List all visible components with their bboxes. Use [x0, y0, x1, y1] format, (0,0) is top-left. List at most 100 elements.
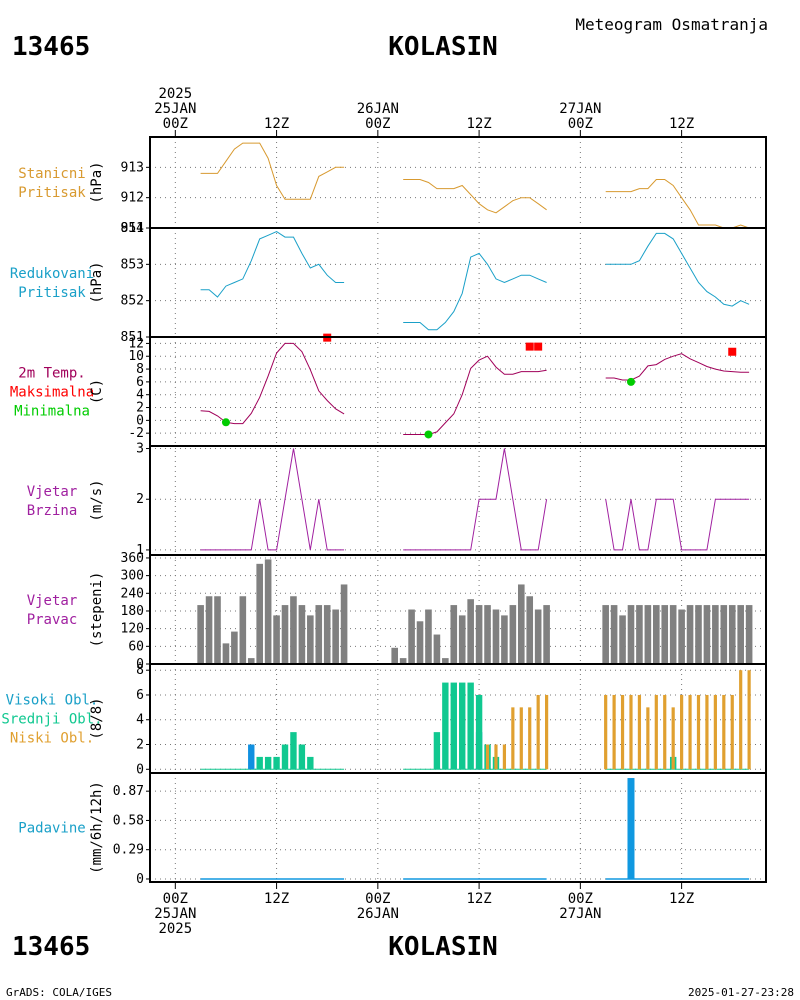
- top-time-label: 00Z: [568, 116, 593, 132]
- direction-bar: [509, 605, 517, 664]
- cloud-bar: [494, 744, 498, 770]
- panel-label: Srednji Obl.: [1, 712, 102, 728]
- cloud-bar: [545, 694, 549, 770]
- y-tick-label: 120: [121, 622, 144, 637]
- panel-label: 2m Temp.: [18, 366, 85, 382]
- series-line: [200, 142, 345, 200]
- cloud-bar: [281, 744, 289, 770]
- bottom-time-label: 25JAN: [154, 906, 196, 922]
- cloud-bar: [671, 707, 675, 770]
- y-tick-label: -2: [128, 426, 144, 441]
- cloud-bar: [248, 744, 255, 770]
- direction-bar: [467, 599, 474, 664]
- station-id-bottom: 13465: [12, 932, 90, 962]
- cloud-bar: [450, 682, 457, 770]
- y-tick-label: 8: [136, 663, 144, 678]
- y-tick-label: 360: [121, 551, 144, 566]
- direction-bar: [492, 609, 500, 664]
- direction-bar: [399, 658, 407, 664]
- bottom-time-label: 12Z: [669, 891, 694, 907]
- series-line: [200, 342, 345, 425]
- cloud-bar: [519, 707, 523, 770]
- cloud-bar: [722, 694, 726, 770]
- direction-bar: [273, 615, 280, 664]
- series-line: [403, 179, 547, 214]
- y-tick-label: 240: [121, 586, 144, 601]
- direction-bar: [627, 605, 635, 664]
- panel-label: Vjetar: [27, 484, 78, 500]
- series-line: [605, 232, 750, 307]
- panel-wind_speed: 1 2 3 Vjetar Brzina (m/s): [27, 442, 767, 558]
- source-credit: GrADS: COLA/IGES: [6, 986, 112, 999]
- direction-bar: [239, 596, 247, 664]
- top-time-label: 26JAN: [357, 101, 399, 117]
- bottom-time-label: 00Z: [163, 891, 188, 907]
- panel-border: [149, 136, 767, 229]
- bottom-time-label: 00Z: [365, 891, 390, 907]
- y-tick-label: 12: [128, 336, 144, 351]
- direction-bar: [332, 609, 339, 664]
- direction-bar: [678, 609, 685, 664]
- direction-bar: [644, 605, 652, 664]
- direction-bar: [391, 647, 399, 664]
- y-tick-label: 8: [136, 362, 144, 377]
- direction-bar: [501, 615, 508, 664]
- direction-bar: [450, 605, 458, 664]
- series-line: [403, 448, 548, 551]
- direction-bar: [728, 605, 736, 664]
- tmax-marker: [525, 342, 534, 351]
- y-tick-label: 854: [121, 221, 145, 236]
- cloud-bar: [705, 694, 709, 770]
- bottom-time-label: 12Z: [264, 891, 289, 907]
- station-id-top: 13465: [12, 32, 90, 62]
- direction-bar: [323, 605, 331, 664]
- cloud-bar: [273, 756, 280, 770]
- direction-bar: [340, 584, 348, 664]
- direction-bar: [534, 609, 542, 664]
- y-tick-label: 2: [136, 492, 144, 507]
- direction-bar: [636, 605, 643, 664]
- top-time-label: 12Z: [466, 116, 491, 132]
- tmin-marker: [626, 377, 635, 386]
- y-tick-label: 300: [121, 569, 144, 584]
- panel-border: [149, 336, 767, 447]
- cloud-bar: [629, 694, 633, 770]
- direction-bar: [458, 615, 466, 664]
- unit-label: (mm/6h/12h): [89, 781, 105, 874]
- y-tick-label: 853: [121, 257, 144, 272]
- y-tick-label: 852: [121, 294, 144, 309]
- cloud-bar: [730, 694, 734, 770]
- y-tick-label: 10: [128, 349, 144, 364]
- top-time-label: 27JAN: [559, 101, 601, 117]
- y-tick-label: 2: [136, 738, 144, 753]
- direction-bar: [408, 609, 415, 664]
- panel-label: Pravac: [27, 612, 78, 628]
- direction-bar: [231, 631, 238, 664]
- panel-label: Niski Obl.: [10, 731, 94, 747]
- cloud-bar: [696, 694, 701, 770]
- direction-bar: [281, 605, 289, 664]
- direction-bar: [526, 596, 534, 664]
- y-tick-label: 6: [136, 688, 144, 703]
- panel-label: Minimalna: [14, 404, 90, 420]
- series-line: [605, 498, 750, 551]
- direction-bar: [247, 658, 255, 664]
- direction-bar: [712, 605, 719, 664]
- direction-bar: [669, 605, 677, 664]
- direction-bar: [737, 605, 744, 664]
- direction-bar: [484, 605, 491, 664]
- panel-label: Pritisak: [18, 185, 86, 201]
- cloud-bar: [680, 694, 684, 770]
- unit-label: (m/s): [89, 479, 105, 521]
- series-line: [200, 231, 345, 298]
- y-tick-label: 851: [121, 330, 144, 345]
- direction-bar: [475, 605, 483, 664]
- direction-bar: [695, 605, 702, 664]
- cloud-bar: [604, 694, 608, 770]
- unit-label: (hPa): [89, 261, 105, 303]
- series-line: [403, 355, 547, 435]
- y-tick-label: 0.29: [113, 843, 144, 858]
- y-tick-label: 2: [136, 401, 144, 416]
- bottom-time-label: 00Z: [568, 891, 593, 907]
